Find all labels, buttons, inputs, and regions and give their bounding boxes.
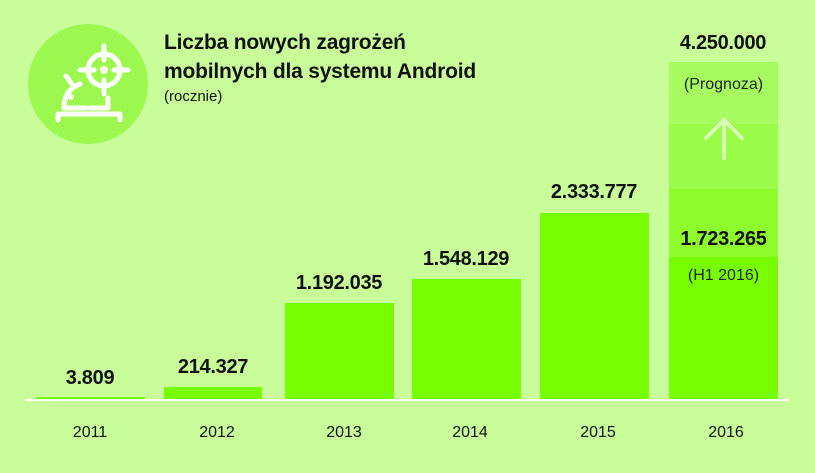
title-line-2: mobilnych dla systemu Android (164, 60, 476, 83)
x-axis-baseline (25, 399, 789, 401)
x-label-2014: 2014 (452, 424, 488, 441)
forecast-value-label: 4.250.000 (679, 32, 767, 54)
bar-2015 (540, 213, 649, 399)
value-label-2011: 3.809 (65, 367, 115, 389)
x-label-2011: 2011 (72, 424, 108, 441)
forecast-note: (Prognoza) (683, 76, 764, 93)
bar-2012 (164, 387, 262, 399)
h1-2016-bar (669, 257, 778, 399)
value-label-2015: 2.333.777 (550, 181, 638, 203)
chart-subtitle: (rocznie) (164, 88, 223, 105)
title-line-1: Liczba nowych zagrożeń (164, 31, 406, 54)
value-label-2014: 1.548.129 (422, 248, 510, 270)
value-label-2012: 214.327 (177, 356, 249, 378)
forecast-layer-1 (669, 62, 778, 124)
forecast-layer-3 (669, 189, 778, 257)
bar-2011 (36, 397, 145, 399)
x-label-2015: 2015 (580, 424, 616, 441)
x-label-2012: 2012 (199, 424, 235, 441)
bar-2013 (285, 303, 394, 399)
android-target-icon (28, 24, 148, 144)
value-label-2013: 1.192.035 (295, 272, 383, 294)
x-label-2013: 2013 (326, 424, 362, 441)
arrow-up-icon (704, 118, 744, 160)
bar-2014 (412, 279, 521, 399)
h1-value-label: 1.723.265 (680, 228, 767, 250)
h1-note: (H1 2016) (687, 267, 760, 284)
chart-title: Liczba nowych zagrożeń mobilnych dla sys… (164, 28, 476, 86)
x-label-2016: 2016 (708, 424, 744, 441)
bar-2016: (Prognoza) 1.723.265 (H1 2016) (669, 62, 778, 399)
